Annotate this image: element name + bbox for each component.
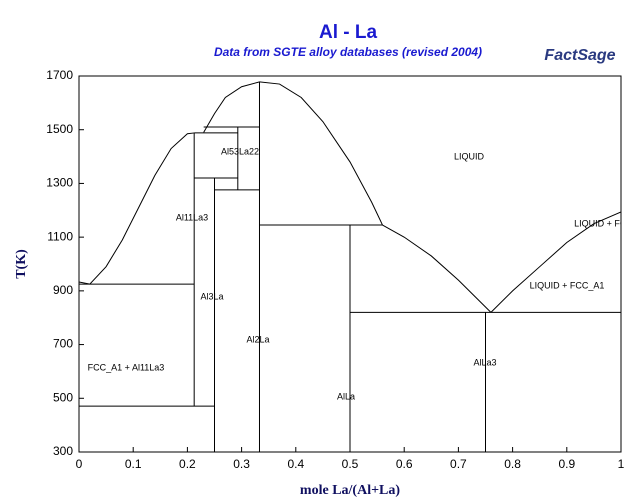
x-tick-label: 0.4	[287, 457, 304, 471]
x-tick-label: 0.8	[504, 457, 521, 471]
x-tick-label: 0.9	[558, 457, 575, 471]
y-tick-label: 1300	[46, 176, 73, 190]
region-label: Al2La	[246, 334, 269, 344]
phase-boundary	[203, 81, 383, 226]
x-tick-label: 0.2	[179, 457, 196, 471]
y-tick-label: 300	[53, 444, 73, 458]
x-tick-label: 0.5	[342, 457, 359, 471]
y-tick-label: 1700	[46, 68, 73, 82]
x-axis-label: mole La/(Al+La)	[300, 483, 400, 498]
region-label: Al11La3	[176, 212, 208, 222]
x-tick-label: 0.1	[125, 457, 142, 471]
x-tick-label: 0.3	[233, 457, 250, 471]
region-label: LIQUID	[454, 151, 485, 161]
plot-area: Al53La22 LIQUID Al11La3 LIQUID + FCC_ LIQUID…	[79, 81, 639, 452]
x-tick-label: 0.7	[450, 457, 467, 471]
y-tick-label: 700	[53, 337, 73, 351]
phase-boundary	[79, 132, 195, 285]
region-label: FCC_A1 + Al11La3	[88, 362, 165, 372]
y-tick-label: 1500	[46, 122, 73, 136]
y-tick-label: 500	[53, 390, 73, 404]
x-tick-label: 0	[76, 457, 83, 471]
x-tick-label: 0.6	[396, 457, 413, 471]
y-axis-label: T(K)	[14, 249, 29, 279]
y-tick-label: 900	[53, 283, 73, 297]
phase-boundary	[382, 224, 492, 313]
region-label: Al53La22	[221, 146, 259, 156]
region-label: Al3La	[200, 291, 223, 301]
phase-boundary	[490, 211, 621, 313]
chart-title: Al - La	[319, 22, 377, 43]
y-tick-label: 1100	[47, 229, 73, 243]
region-label: AlLa3	[473, 357, 496, 367]
x-tick-label: 1	[618, 457, 625, 471]
logo: FactSage	[544, 47, 615, 64]
region-label: LIQUID + FCC_A1	[530, 280, 605, 290]
region-label: LIQUID + FCC_	[574, 218, 639, 228]
region-label: AlLa	[337, 391, 355, 401]
chart-subtitle: Data from SGTE alloy databases (revised …	[214, 45, 482, 59]
